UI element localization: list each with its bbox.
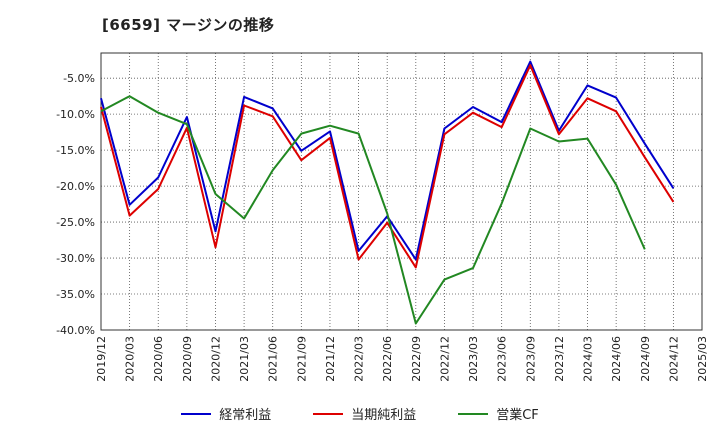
legend: 経常利益 当期純利益 営業CF xyxy=(0,404,720,423)
x-tick-label: 2022/03 xyxy=(353,336,366,382)
y-tick-label: -5.0% xyxy=(63,72,95,85)
x-tick-label: 2020/03 xyxy=(124,336,137,382)
x-tick-label: 2022/09 xyxy=(410,336,423,382)
legend-swatch-eigyo-cf xyxy=(458,412,489,415)
x-tick-label: 2022/06 xyxy=(381,336,394,382)
x-tick-label: 2021/12 xyxy=(324,336,337,382)
legend-swatch-junri xyxy=(313,412,344,415)
x-tick-label: 2021/06 xyxy=(267,336,280,382)
x-tick-label: 2023/12 xyxy=(553,336,566,382)
y-tick-label: -15.0% xyxy=(56,144,95,157)
legend-item-eigyo-cf: 営業CF xyxy=(458,404,539,423)
y-tick-label: -10.0% xyxy=(56,108,95,121)
x-tick-label: 2023/09 xyxy=(524,336,537,382)
x-tick-label: 2023/03 xyxy=(467,336,480,382)
x-tick-label: 2022/12 xyxy=(438,336,451,382)
legend-swatch-keijo xyxy=(181,412,212,415)
x-tick-label: 2021/03 xyxy=(238,336,251,382)
x-tick-label: 2024/06 xyxy=(610,336,623,382)
plot-area xyxy=(101,53,702,330)
x-tick-label: 2021/09 xyxy=(295,336,308,382)
y-tick-label: -35.0% xyxy=(56,288,95,301)
x-tick-label: 2019/12 xyxy=(95,336,108,382)
y-tick-label: -20.0% xyxy=(56,180,95,193)
y-tick-label: -40.0% xyxy=(56,324,95,337)
x-tick-label: 2020/06 xyxy=(152,336,165,382)
legend-item-keijo: 経常利益 xyxy=(181,404,271,423)
plot-border xyxy=(100,52,703,331)
x-tick-label: 2025/03 xyxy=(696,336,709,382)
series-line-2 xyxy=(100,95,646,325)
x-tick-label: 2024/09 xyxy=(639,336,652,382)
x-tick-label: 2024/03 xyxy=(582,336,595,382)
legend-item-junri: 当期純利益 xyxy=(313,404,416,423)
x-tick-label: 2023/06 xyxy=(496,336,509,382)
x-tick-label: 2020/12 xyxy=(209,336,222,382)
x-tick-label: 2024/12 xyxy=(667,336,680,382)
x-tick-label: 2020/09 xyxy=(181,336,194,382)
y-tick-label: -25.0% xyxy=(56,216,95,229)
legend-label-junri: 当期純利益 xyxy=(351,408,417,423)
chart-title: [6659] マージンの推移 xyxy=(102,16,275,34)
series-line-1 xyxy=(100,64,675,269)
y-tick-label: -30.0% xyxy=(56,252,95,265)
legend-label-keijo: 経常利益 xyxy=(219,408,272,423)
legend-label-eigyo-cf: 営業CF xyxy=(496,408,539,423)
